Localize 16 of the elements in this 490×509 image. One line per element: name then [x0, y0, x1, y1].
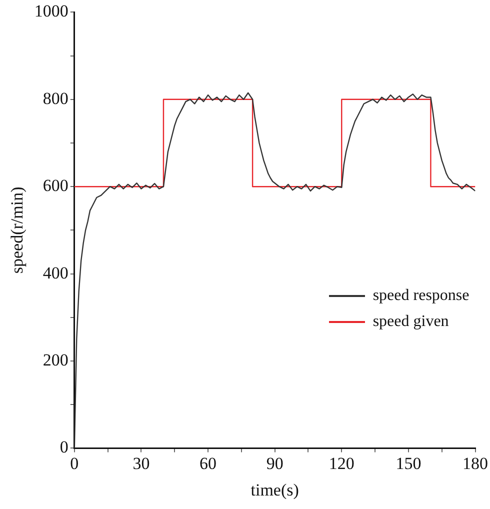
y-tick-label: 0: [60, 438, 68, 457]
y-tick-label: 600: [42, 176, 68, 196]
x-axis-title: time(s): [250, 480, 299, 500]
y-axis-title: speed(r/min): [8, 186, 27, 274]
x-tick-label: 90: [266, 454, 284, 473]
x-tick-label: 150: [396, 454, 422, 473]
legend-label: speed given: [372, 312, 449, 331]
legend-label: speed response: [372, 286, 470, 305]
x-tick-label: 180: [462, 454, 488, 473]
y-tick-label: 200: [42, 350, 68, 370]
x-tick-label: 30: [132, 454, 150, 473]
x-tick-label: 120: [328, 454, 354, 473]
y-tick-label: 800: [42, 88, 68, 108]
x-tick-label: 60: [200, 454, 217, 473]
y-tick-label: 1000: [34, 2, 68, 21]
y-tick-label: 400: [42, 263, 68, 282]
